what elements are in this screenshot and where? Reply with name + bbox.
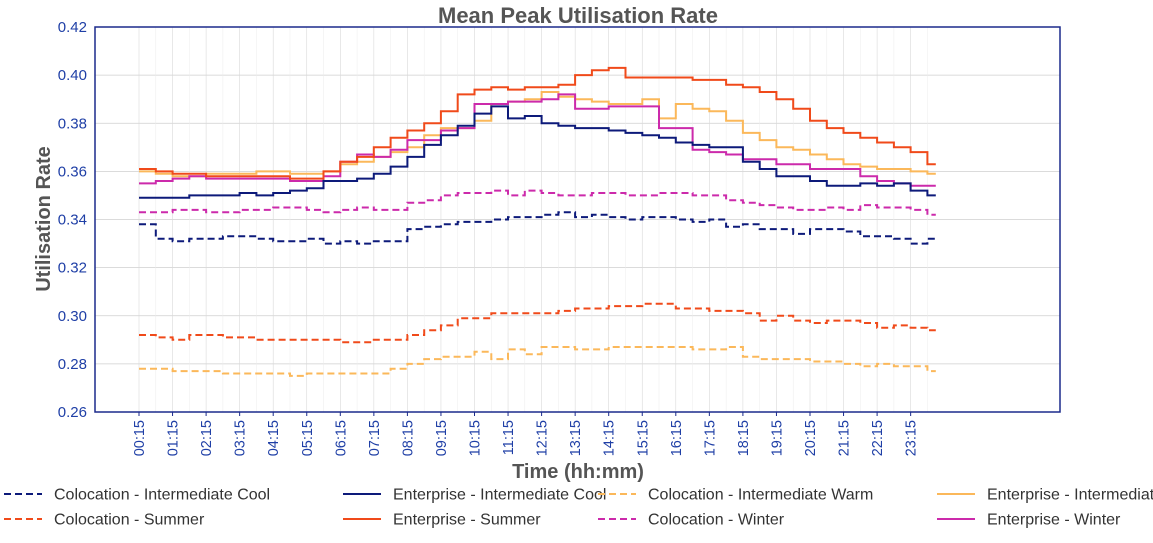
x-tick-label: 23:15 xyxy=(904,420,920,456)
y-tick-label: 0.26 xyxy=(58,404,87,421)
x-tick-label: 11:15 xyxy=(501,420,517,455)
x-tick-label: 06:15 xyxy=(333,420,349,456)
y-tick-label: 0.28 xyxy=(58,356,87,373)
x-tick-label: 00:15 xyxy=(132,420,148,456)
x-tick-label: 04:15 xyxy=(266,420,282,456)
legend-label: Enterprise - Winter xyxy=(987,512,1121,529)
legend-label: Enterprise - Intermediate Cool xyxy=(393,487,606,504)
x-tick-label: 20:15 xyxy=(803,420,819,456)
x-tick-label: 16:15 xyxy=(669,420,685,456)
x-tick-label: 17:15 xyxy=(702,420,718,456)
legend-label: Colocation - Summer xyxy=(54,512,205,529)
x-tick-label: 08:15 xyxy=(400,420,416,456)
series-line-colocation-summer xyxy=(139,302,936,344)
legend-label: Colocation - Intermediate Warm xyxy=(648,487,873,504)
series-line-enterprise-intermediate-warm xyxy=(139,91,936,178)
y-tick-label: 0.36 xyxy=(58,163,87,180)
y-tick-label: 0.42 xyxy=(58,19,87,36)
y-axis: 0.26 0.28 0.30 0.32 0.34 0.36 0.38 0.40 0.42 xyxy=(58,19,87,421)
legend-label: Colocation - Winter xyxy=(648,512,785,529)
legend-label: Enterprise - Intermediate Warm xyxy=(987,487,1153,504)
y-tick-label: 0.40 xyxy=(58,67,87,84)
x-tick-label: 05:15 xyxy=(300,420,316,456)
x-tick-label: 02:15 xyxy=(199,420,215,456)
x-tick-label: 22:15 xyxy=(870,420,886,456)
series-line-colocation-intermediate-warm xyxy=(139,346,936,377)
plot-frame xyxy=(94,26,1061,413)
series-layer xyxy=(139,66,936,377)
x-tick-label: 10:15 xyxy=(468,420,484,456)
y-axis-label: Utilisation Rate xyxy=(33,146,55,292)
series-line-enterprise-summer xyxy=(139,66,936,180)
x-tick-label: 12:15 xyxy=(535,420,551,456)
x-tick-label: 18:15 xyxy=(736,420,752,456)
y-tick-label: 0.30 xyxy=(58,308,87,325)
x-tick-label: 07:15 xyxy=(367,420,383,456)
legend-label: Enterprise - Summer xyxy=(393,512,541,529)
x-tick-label: 03:15 xyxy=(233,420,249,456)
series-line-enterprise-intermediate-cool xyxy=(139,105,936,199)
series-line-colocation-winter xyxy=(139,189,936,216)
x-tick-label: 01:15 xyxy=(166,420,182,456)
x-axis: 00:15 01:15 02:15 03:15 04:15 05:15 06:15 07:15… xyxy=(132,412,920,456)
y-tick-label: 0.38 xyxy=(58,115,87,132)
grid-layer xyxy=(95,27,1060,412)
x-tick-label: 19:15 xyxy=(769,420,785,456)
x-tick-label: 21:15 xyxy=(837,420,853,456)
x-tick-label: 14:15 xyxy=(602,420,618,456)
legend-label: Colocation - Intermediate Cool xyxy=(54,487,270,504)
y-tick-label: 0.34 xyxy=(58,212,87,229)
x-axis-label: Time (hh:mm) xyxy=(512,461,644,483)
x-tick-label: 13:15 xyxy=(568,420,584,456)
series-line-colocation-intermediate-cool xyxy=(139,211,936,245)
chart-title: Mean Peak Utilisation Rate xyxy=(438,3,718,28)
x-tick-label: 15:15 xyxy=(635,420,651,456)
y-tick-label: 0.32 xyxy=(58,260,87,277)
legend: Colocation - Intermediate Cool Colocation… xyxy=(4,487,1153,529)
x-tick-label: 09:15 xyxy=(434,420,450,456)
